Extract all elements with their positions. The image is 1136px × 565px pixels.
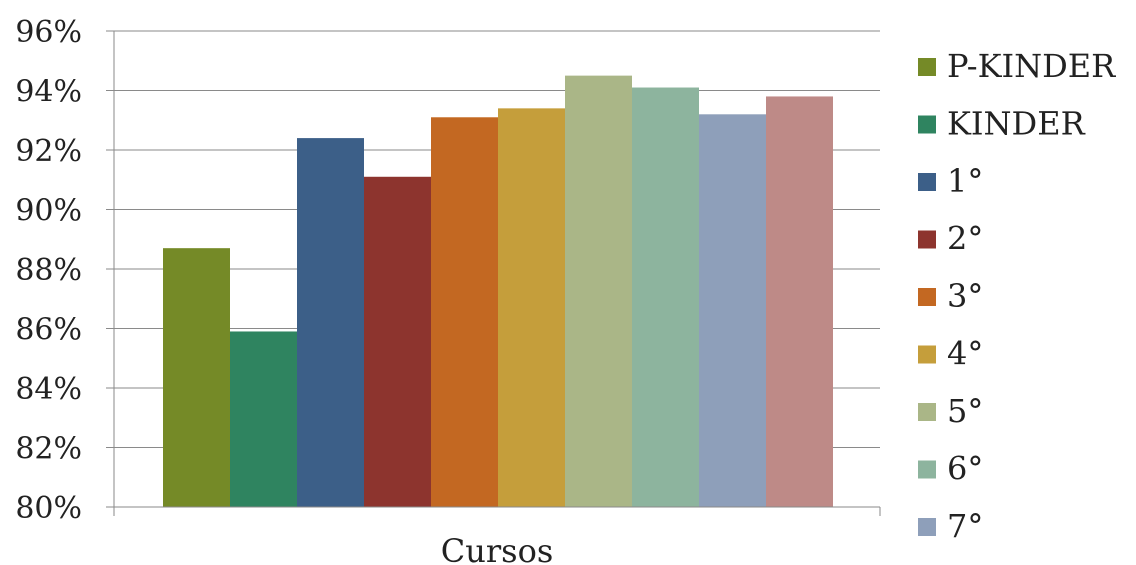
legend-swatch: [918, 115, 936, 134]
legend-swatch: [918, 58, 936, 76]
bar: [431, 117, 498, 508]
legend-swatch: [918, 230, 936, 249]
axes: [113, 31, 881, 516]
legend-swatch: [918, 518, 936, 536]
bar: [498, 108, 565, 507]
bar: [699, 114, 766, 508]
legend-label: 4°: [947, 335, 983, 373]
y-tick-label: 80%: [15, 491, 82, 526]
y-tick-label: 90%: [15, 194, 82, 229]
bar: [163, 248, 230, 508]
bar: [364, 176, 431, 507]
legend-label: 1°: [947, 162, 983, 200]
y-tick-label: 88%: [15, 253, 82, 288]
legend-label: 3°: [947, 277, 983, 315]
y-tick-label: 96%: [15, 15, 82, 50]
legend-swatch: [918, 345, 936, 364]
legend-label: P-KINDER: [947, 47, 1116, 85]
y-tick-label: 94%: [15, 75, 82, 110]
y-tick-label: 86%: [15, 313, 82, 348]
legend-label: 2°: [947, 220, 983, 258]
legend-label: 7°: [947, 507, 983, 545]
y-tick-label: 84%: [15, 372, 82, 407]
legend-label: 5°: [947, 392, 983, 430]
bar: [632, 87, 699, 508]
x-axis-label: Cursos: [441, 532, 554, 565]
y-tick-label: 82%: [15, 432, 82, 467]
bars: [163, 75, 833, 508]
bar: [766, 96, 833, 507]
legend-label: 6°: [947, 450, 983, 488]
y-axis-ticks: 80% 82% 84% 86% 88% 90% 92% 94% 96%: [15, 15, 114, 526]
legend-swatch: [918, 460, 936, 479]
bar: [565, 75, 632, 507]
y-tick-label: 92%: [15, 134, 82, 169]
legend-label: KINDER: [947, 105, 1086, 143]
bar: [230, 331, 297, 507]
legend-swatch: [918, 403, 936, 421]
legend-swatch: [918, 173, 936, 191]
legend: P-KINDER KINDER 1° 2° 3° 4° 5° 6° 7°: [918, 47, 1116, 545]
legend-swatch: [918, 288, 936, 306]
bar: [297, 138, 364, 507]
